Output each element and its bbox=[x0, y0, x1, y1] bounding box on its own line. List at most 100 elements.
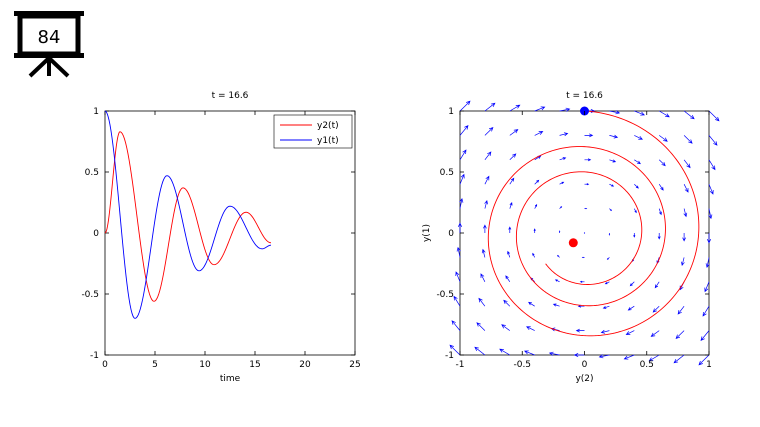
vector-arrow bbox=[683, 135, 693, 144]
vector-arrow bbox=[508, 226, 512, 233]
vector-arrow bbox=[658, 135, 668, 142]
vector-arrow bbox=[579, 280, 585, 283]
vector-arrow bbox=[658, 184, 664, 191]
vector-arrow bbox=[559, 107, 571, 112]
vector-arrow bbox=[683, 184, 689, 193]
y-axis-label: y(1) bbox=[422, 224, 432, 242]
vector-arrow bbox=[484, 175, 490, 185]
vector-arrow bbox=[484, 200, 488, 209]
vector-arrow bbox=[609, 159, 617, 163]
vector-arrow bbox=[583, 232, 586, 234]
y-tick-label: 1 bbox=[93, 107, 99, 117]
x-axis-label: time bbox=[220, 374, 241, 384]
vector-arrow bbox=[557, 254, 560, 258]
vector-arrow bbox=[623, 354, 635, 360]
vector-arrow bbox=[483, 224, 487, 233]
current-point-marker bbox=[568, 238, 578, 248]
vector-arrow bbox=[534, 179, 540, 185]
y-tick-label: 0 bbox=[93, 229, 99, 239]
vector-arrow bbox=[648, 354, 660, 362]
vector-arrow bbox=[558, 230, 561, 233]
vector-arrow bbox=[501, 324, 511, 331]
slide-number-badge: 84 bbox=[14, 10, 84, 78]
vector-arrow bbox=[453, 295, 461, 307]
y-tick-label: -0.5 bbox=[436, 290, 454, 300]
vector-arrow bbox=[459, 173, 465, 185]
vector-arrow bbox=[673, 354, 685, 364]
x-tick-label: 1 bbox=[706, 360, 712, 370]
y-tick-label: 0.5 bbox=[85, 168, 99, 178]
vector-arrow bbox=[650, 330, 660, 337]
vector-arrow bbox=[657, 233, 661, 240]
vector-arrow bbox=[457, 222, 463, 233]
vector-arrow bbox=[534, 203, 538, 209]
vector-arrow bbox=[534, 131, 544, 136]
x-tick-label: -1 bbox=[456, 360, 465, 370]
vector-arrow bbox=[598, 354, 610, 359]
vector-arrow bbox=[633, 208, 637, 214]
vector-arrow bbox=[625, 330, 635, 335]
vector-arrow bbox=[658, 208, 662, 216]
vector-arrow bbox=[683, 208, 688, 218]
vector-arrow bbox=[634, 135, 643, 140]
vector-arrow bbox=[459, 125, 469, 136]
vector-arrow bbox=[481, 248, 486, 258]
vector-arrow bbox=[654, 281, 660, 289]
y-tick-label: 0.5 bbox=[440, 168, 454, 178]
vector-arrow bbox=[584, 207, 588, 210]
x-tick-label: -0.5 bbox=[513, 360, 531, 370]
vector-arrow bbox=[652, 305, 660, 313]
x-tick-label: 10 bbox=[199, 360, 211, 370]
vector-arrow bbox=[554, 279, 560, 283]
vector-arrow bbox=[706, 233, 712, 244]
vector-arrow bbox=[584, 158, 592, 162]
vector-arrow bbox=[634, 110, 646, 116]
vector-arrow bbox=[702, 306, 710, 317]
vector-arrow bbox=[503, 299, 511, 307]
vector-arrow bbox=[533, 228, 536, 233]
vector-arrow bbox=[627, 305, 635, 311]
vector-arrow bbox=[474, 346, 486, 356]
vector-arrow bbox=[534, 106, 546, 112]
time-series-chart: 0 5 10 15 20 25 -1 -0.5 0 0.5 1 t = 16.6 time y2(t) y1… bbox=[81, 91, 360, 384]
vector-arrow bbox=[633, 233, 636, 238]
x-axis-label: y(2) bbox=[575, 374, 593, 384]
vector-arrow bbox=[634, 159, 641, 165]
vector-arrow bbox=[559, 157, 567, 161]
vector-arrow bbox=[629, 281, 635, 287]
vector-arrow bbox=[526, 326, 535, 331]
vector-arrow bbox=[708, 184, 714, 195]
vector-arrow bbox=[476, 322, 486, 331]
y-tick-label: -1 bbox=[90, 351, 99, 361]
vector-arrow bbox=[700, 330, 710, 341]
x-tick-label: 20 bbox=[299, 360, 311, 370]
vector-arrow bbox=[552, 303, 560, 307]
vector-arrow bbox=[509, 104, 521, 112]
vector-arrow bbox=[559, 132, 569, 137]
vector-arrow bbox=[509, 177, 515, 185]
phase-plane-chart: -1 -0.5 0 0.5 1 -1 -0.5 0 0.5 1 t = 16.6 y(2) y(1) bbox=[422, 91, 720, 384]
vector-arrow bbox=[609, 110, 621, 115]
slide-number: 84 bbox=[38, 27, 61, 48]
x-tick-label: 0.5 bbox=[640, 360, 654, 370]
x-tick-label: 0 bbox=[102, 360, 108, 370]
vector-arrow bbox=[708, 208, 713, 220]
vector-arrow bbox=[455, 271, 461, 282]
projector-screen-icon: 84 bbox=[14, 11, 84, 78]
vector-arrow bbox=[675, 330, 685, 339]
vector-arrow bbox=[683, 110, 695, 120]
vector-arrow bbox=[499, 348, 510, 356]
legend-box bbox=[273, 114, 353, 149]
vector-arrow bbox=[634, 183, 639, 189]
vector-arrow bbox=[528, 301, 535, 307]
legend-label: y2(t) bbox=[317, 121, 339, 131]
y-tick-label: -1 bbox=[445, 351, 454, 361]
vector-arrow bbox=[505, 275, 511, 282]
vector-arrow bbox=[708, 110, 720, 122]
vector-arrow bbox=[658, 159, 666, 167]
trajectory-line bbox=[487, 110, 700, 337]
vector-arrow bbox=[559, 206, 563, 209]
vector-arrow bbox=[548, 351, 560, 356]
vector-arrow bbox=[559, 181, 565, 185]
y-tick-label: 1 bbox=[448, 107, 454, 117]
